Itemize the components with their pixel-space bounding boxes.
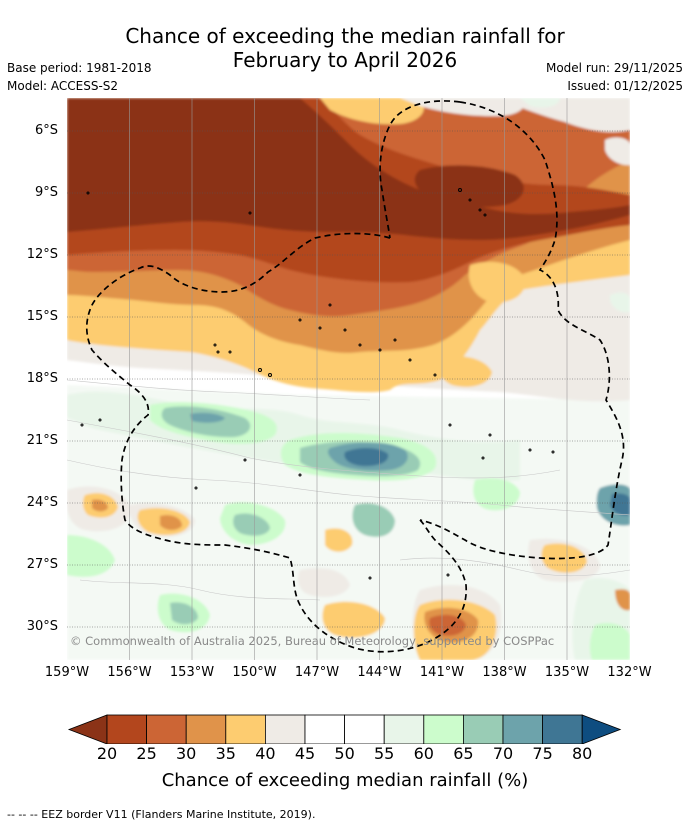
base-period: Base period: 1981-2018 (7, 61, 152, 75)
lat-label-6s: 6°S (34, 123, 58, 138)
colorbar-tick: 50 (334, 744, 355, 763)
lon-label-141w: 141°W (419, 665, 465, 680)
colorbar-segment (106, 714, 147, 744)
colorbar-segment (423, 714, 464, 744)
lat-label-30s: 30°S (26, 619, 58, 634)
model-name: Model: ACCESS-S2 (7, 79, 119, 93)
colorbar-tick: 30 (176, 744, 197, 763)
lon-label-144w: 144°W (357, 665, 402, 680)
eez-footnote: -- -- -- EEZ border V11 (Flanders Marine… (7, 808, 316, 821)
colorbar-segment (383, 714, 425, 744)
lon-label-150w: 150°W (232, 665, 277, 680)
lon-label-153w: 153°W (169, 665, 215, 680)
colorbar-segment (462, 714, 504, 744)
eez-border (85, 100, 625, 653)
colorbar-extend-high (581, 714, 622, 744)
colorbar-tick: 65 (453, 744, 474, 763)
colorbar (67, 714, 622, 744)
colorbar-tick: 70 (492, 744, 514, 763)
colorbar-segment (304, 714, 345, 744)
title-line-2: February to April 2026 (232, 48, 458, 72)
colorbar-tick: 35 (215, 744, 236, 763)
lon-label-138w: 138°W (482, 665, 527, 680)
issued-date: Issued: 01/12/2025 (567, 79, 683, 93)
colorbar-segment (542, 714, 583, 744)
lon-label-156w: 156°W (107, 665, 152, 680)
map-field (67, 98, 630, 660)
colorbar-tick: 45 (294, 744, 316, 763)
colorbar-segment (502, 714, 543, 744)
lat-label-27s: 27°S (26, 557, 58, 572)
colorbar-tick: 60 (413, 744, 434, 763)
meta-right: Model run: 29/11/2025 Issued: 01/12/2025 (546, 59, 683, 95)
lon-label-132w: 132°W (607, 665, 652, 680)
colorbar-segment (264, 714, 306, 744)
colorbar-tick: 25 (136, 744, 157, 763)
colorbar-segment (344, 714, 385, 744)
colorbar-segment (225, 714, 266, 744)
lat-label-24s: 24°S (26, 495, 58, 510)
lat-label-15s: 15°S (26, 309, 58, 324)
colorbar-tick: 75 (532, 744, 553, 763)
colorbar-tick: 80 (572, 744, 593, 763)
colorbar-segment (185, 714, 227, 744)
lon-label-147w: 147°W (294, 665, 340, 680)
lat-label-9s: 9°S (34, 185, 58, 200)
lon-label-135w: 135°W (544, 665, 590, 680)
colorbar-tick: 40 (255, 744, 276, 763)
colorbar-segment (146, 714, 187, 744)
lat-label-12s: 12°S (26, 247, 58, 262)
copyright-notice: © Commonwealth of Australia 2025, Bureau… (70, 634, 555, 648)
title-line-1: Chance of exceeding the median rainfall … (125, 24, 565, 48)
colorbar-tick: 20 (96, 744, 118, 763)
meta-left: Base period: 1981-2018 Model: ACCESS-S2 (7, 59, 152, 95)
map-title: Chance of exceeding the median rainfall … (0, 24, 690, 72)
model-run: Model run: 29/11/2025 (545, 61, 683, 75)
colorbar-tick: 55 (374, 744, 395, 763)
lon-label-159w: 159°W (44, 665, 90, 680)
colorbar-extend-low (67, 714, 108, 744)
lat-label-18s: 18°S (26, 371, 58, 386)
colorbar-label: Chance of exceeding median rainfall (%) (161, 770, 529, 791)
lat-label-21s: 21°S (26, 433, 58, 448)
